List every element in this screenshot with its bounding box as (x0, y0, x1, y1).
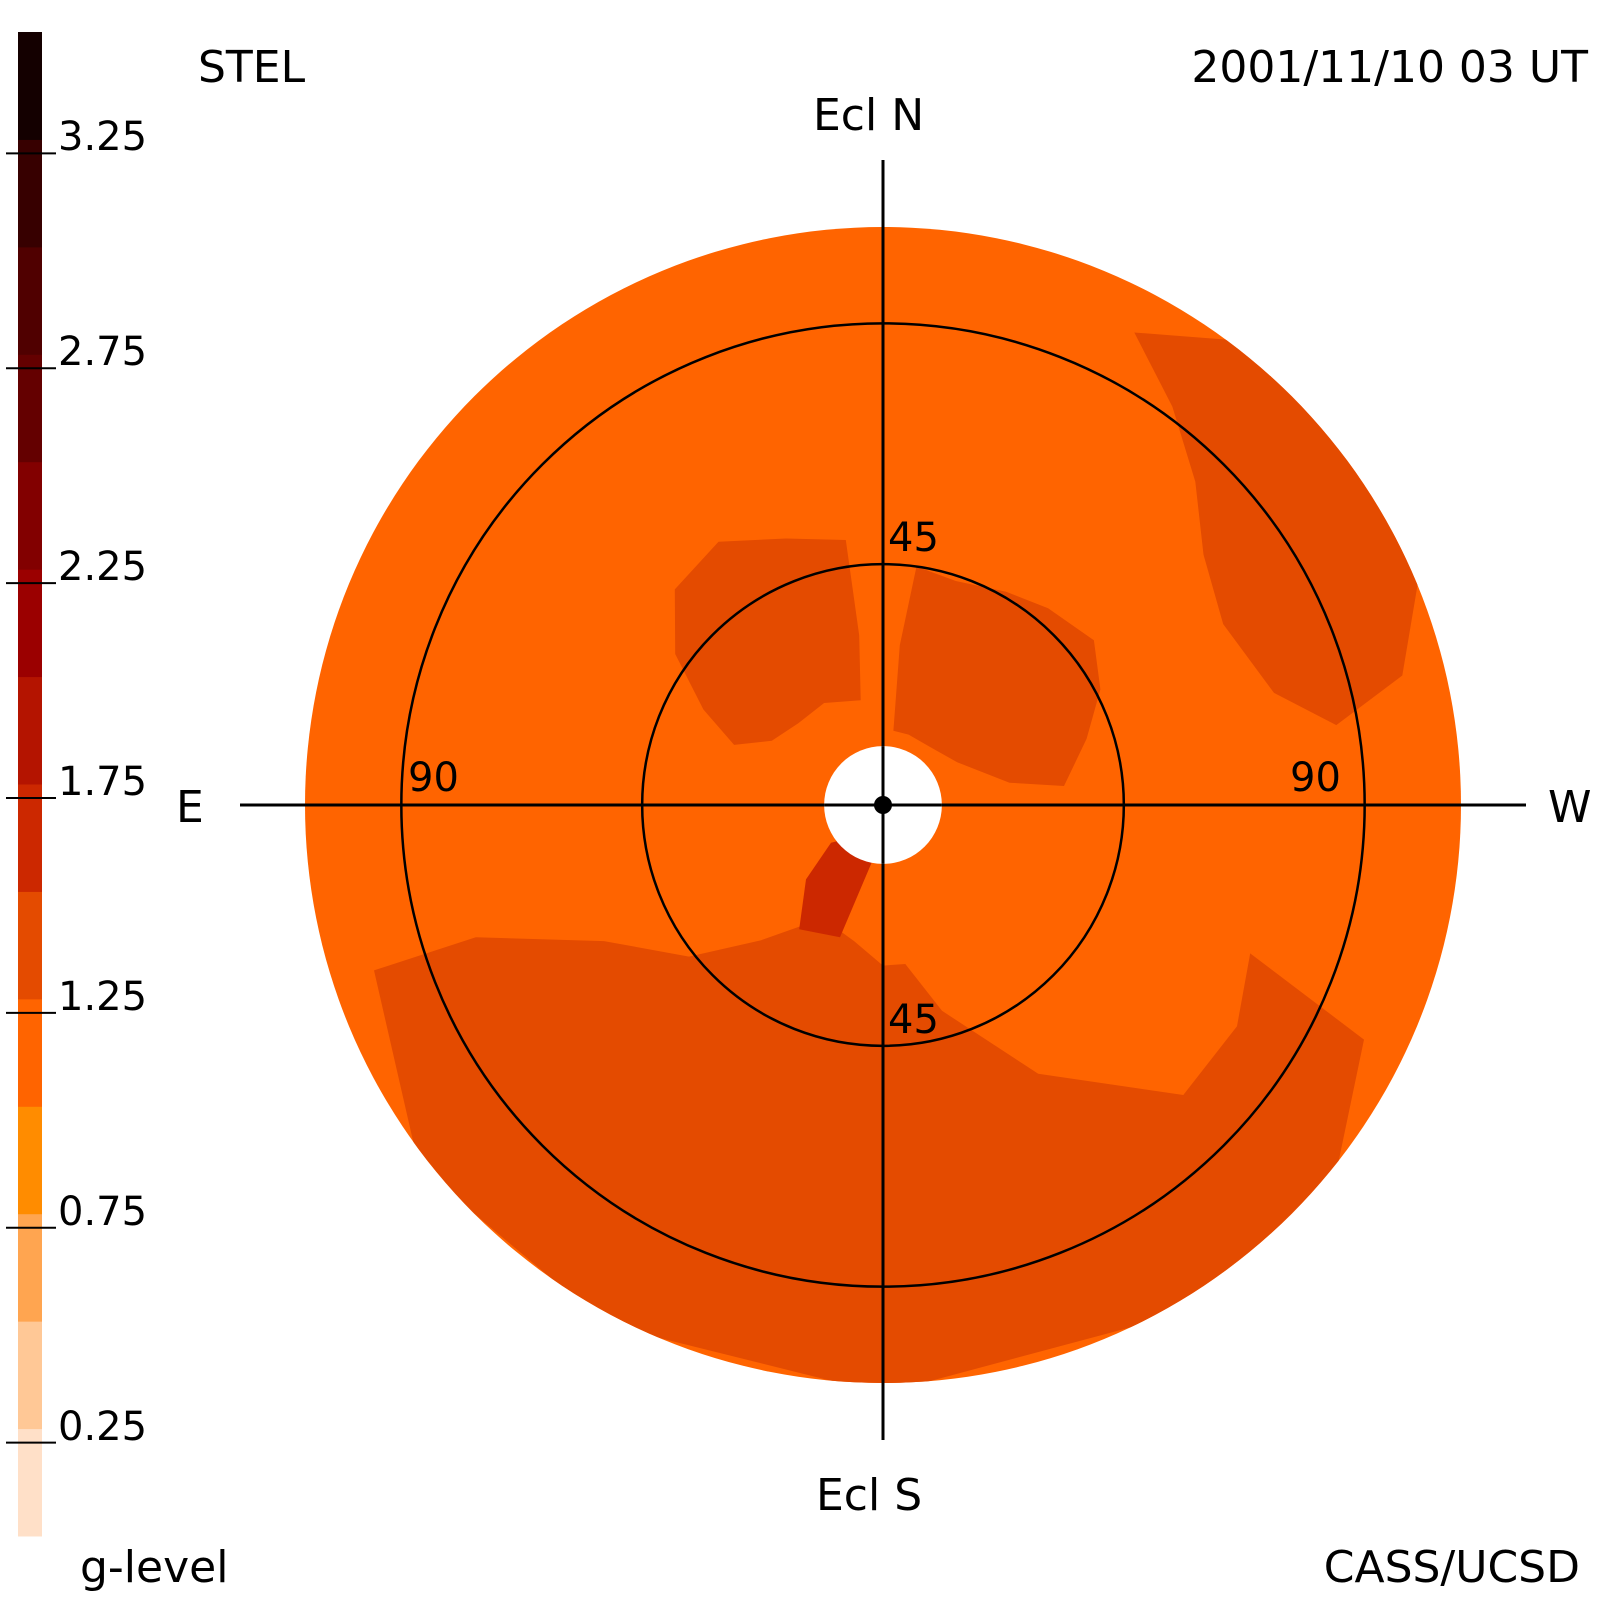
colorbar-level-10 (18, 354, 42, 463)
west-direction-label: W (1548, 782, 1592, 833)
colorbar-level-7 (18, 676, 42, 785)
colorbar-tick-label: 2.75 (58, 329, 148, 376)
enhanced-northeast-arm (674, 538, 861, 745)
east-direction-label: E (176, 782, 204, 833)
colorbar-level-4 (18, 998, 42, 1107)
north-direction-label: Ecl N (813, 90, 925, 141)
colorbar-level-8 (18, 569, 42, 678)
colorbar-tick-label: 1.25 (58, 973, 148, 1020)
credit-label: CASS/UCSD (1323, 1542, 1580, 1593)
colorbar-tick-label: 3.25 (58, 114, 148, 161)
g-level-regions (374, 332, 1421, 1383)
colorbar-level-5 (18, 891, 42, 1000)
peak-south-east (799, 836, 874, 938)
coordinate-overlay (240, 160, 1526, 1440)
colorbar-level-0 (18, 1428, 42, 1537)
enhanced-south-band (374, 918, 1364, 1383)
colorbar-level-2 (18, 1213, 42, 1322)
south-direction-label: Ecl S (816, 1470, 923, 1521)
colorbar-level-9 (18, 461, 42, 570)
instrument-title: STEL (198, 42, 306, 93)
observation-timestamp: 2001/11/10 03 UT (1191, 42, 1588, 93)
colorbar-level-3 (18, 1106, 42, 1215)
colorbar-tick-label: 2.25 (58, 544, 148, 591)
ring-label-north-45: 45 (888, 515, 939, 561)
colorbar-label: g-level (80, 1542, 229, 1593)
ring-label-south-45: 45 (888, 997, 939, 1043)
colorbar (6, 32, 56, 1537)
colorbar-level-1 (18, 1321, 42, 1430)
colorbar-tick-label: 0.75 (58, 1188, 148, 1235)
colorbar-level-13 (18, 32, 42, 140)
ring-label-west-90: 90 (1290, 755, 1341, 801)
colorbar-level-11 (18, 246, 42, 355)
colorbar-level-12 (18, 139, 42, 248)
colorbar-tick-label: 1.75 (58, 759, 148, 805)
ring-label-east-90: 90 (408, 755, 459, 801)
colorbar-tick-label: 0.25 (58, 1403, 148, 1450)
enhanced-northwest-arm (893, 566, 1101, 786)
colorbar-level-6 (18, 784, 42, 892)
sun-center-dot (874, 796, 892, 814)
